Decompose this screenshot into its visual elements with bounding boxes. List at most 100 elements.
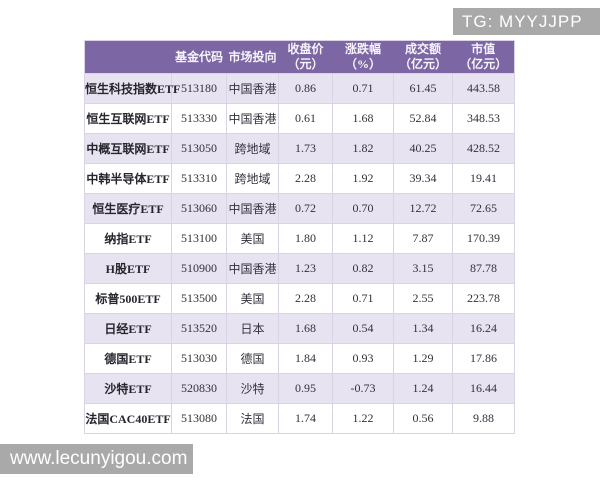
cell-close_price: 1.23 bbox=[278, 253, 333, 284]
column-header: 市值 （亿元） bbox=[452, 40, 515, 74]
cell-market: 跨地域 bbox=[226, 133, 279, 164]
cell-close_price: 1.84 bbox=[278, 343, 333, 374]
cell-turnover: 61.45 bbox=[393, 73, 453, 104]
cell-close_price: 1.73 bbox=[278, 133, 333, 164]
tg-watermark-badge: TG: MYYJJPP bbox=[453, 8, 600, 35]
cell-code: 513520 bbox=[171, 313, 227, 344]
table-row: 标普500ETF 513500 美国 2.28 0.71 2.55 223.78 bbox=[84, 283, 515, 314]
cell-market: 跨地域 bbox=[226, 163, 279, 194]
cell-code: 513180 bbox=[171, 73, 227, 104]
cell-market_cap: 170.39 bbox=[452, 223, 515, 254]
cell-turnover: 3.15 bbox=[393, 253, 453, 284]
cell-close_price: 0.86 bbox=[278, 73, 333, 104]
cell-change_pct: 0.71 bbox=[332, 73, 394, 104]
table-row: 德国ETF 513030 德国 1.84 0.93 1.29 17.86 bbox=[84, 343, 515, 374]
cell-close_price: 1.80 bbox=[278, 223, 333, 254]
cell-name: 法国CAC40ETF bbox=[84, 403, 172, 434]
cell-name: 德国ETF bbox=[84, 343, 172, 374]
cell-market: 日本 bbox=[226, 313, 279, 344]
cell-name: 日经ETF bbox=[84, 313, 172, 344]
table-row: 恒生互联网ETF 513330 中国香港 0.61 1.68 52.84 348.53 bbox=[84, 103, 515, 134]
cell-market_cap: 348.53 bbox=[452, 103, 515, 134]
cell-close_price: 1.68 bbox=[278, 313, 333, 344]
cell-turnover: 7.87 bbox=[393, 223, 453, 254]
table-row: 恒生科技指数ETF 513180 中国香港 0.86 0.71 61.45 443.58 bbox=[84, 73, 515, 104]
cell-name: 沙特ETF bbox=[84, 373, 172, 404]
cell-market: 中国香港 bbox=[226, 193, 279, 224]
cell-market_cap: 443.58 bbox=[452, 73, 515, 104]
header-row: 基金代码 市场投向 收盘价 （元） 涨跌幅 （%） 成交额 （亿元） 市值 （亿元） bbox=[84, 40, 515, 74]
table-row: H股ETF 510900 中国香港 1.23 0.82 3.15 87.78 bbox=[84, 253, 515, 284]
cell-turnover: 40.25 bbox=[393, 133, 453, 164]
table-header: 基金代码 市场投向 收盘价 （元） 涨跌幅 （%） 成交额 （亿元） 市值 （亿元） bbox=[84, 40, 515, 74]
cell-close_price: 2.28 bbox=[278, 283, 333, 314]
cell-market_cap: 16.44 bbox=[452, 373, 515, 404]
cell-code: 520830 bbox=[171, 373, 227, 404]
site-watermark: www.lecunyigou.com bbox=[0, 444, 193, 474]
cell-code: 513330 bbox=[171, 103, 227, 134]
table-row: 法国CAC40ETF 513080 法国 1.74 1.22 0.56 9.88 bbox=[84, 403, 515, 434]
cell-change_pct: 1.92 bbox=[332, 163, 394, 194]
cell-name: H股ETF bbox=[84, 253, 172, 284]
cell-name: 中概互联网ETF bbox=[84, 133, 172, 164]
cell-market: 法国 bbox=[226, 403, 279, 434]
cell-close_price: 0.72 bbox=[278, 193, 333, 224]
cell-market_cap: 428.52 bbox=[452, 133, 515, 164]
cell-code: 513060 bbox=[171, 193, 227, 224]
cell-turnover: 39.34 bbox=[393, 163, 453, 194]
cell-name: 恒生医疗ETF bbox=[84, 193, 172, 224]
cell-change_pct: 0.71 bbox=[332, 283, 394, 314]
cell-market: 德国 bbox=[226, 343, 279, 374]
cell-change_pct: 1.22 bbox=[332, 403, 394, 434]
column-header: 收盘价 （元） bbox=[278, 40, 333, 74]
cell-name: 恒生互联网ETF bbox=[84, 103, 172, 134]
column-header: 基金代码 bbox=[171, 40, 227, 74]
cell-change_pct: 1.12 bbox=[332, 223, 394, 254]
cell-market_cap: 16.24 bbox=[452, 313, 515, 344]
cell-change_pct: 1.82 bbox=[332, 133, 394, 164]
etf-table-container: 基金代码 市场投向 收盘价 （元） 涨跌幅 （%） 成交额 （亿元） 市值 （亿元） 恒生科技指数… bbox=[84, 40, 515, 434]
cell-change_pct: 0.93 bbox=[332, 343, 394, 374]
table-row: 中概互联网ETF 513050 跨地域 1.73 1.82 40.25 428.52 bbox=[84, 133, 515, 164]
cell-name: 中韩半导体ETF bbox=[84, 163, 172, 194]
column-header: 市场投向 bbox=[226, 40, 279, 74]
cell-close_price: 0.61 bbox=[278, 103, 333, 134]
cell-name: 标普500ETF bbox=[84, 283, 172, 314]
cell-close_price: 2.28 bbox=[278, 163, 333, 194]
cell-market: 美国 bbox=[226, 283, 279, 314]
cell-market: 中国香港 bbox=[226, 103, 279, 134]
table-row: 恒生医疗ETF 513060 中国香港 0.72 0.70 12.72 72.65 bbox=[84, 193, 515, 224]
table-body: 恒生科技指数ETF 513180 中国香港 0.86 0.71 61.45 443.58 恒生… bbox=[84, 73, 515, 434]
cell-code: 513100 bbox=[171, 223, 227, 254]
column-header bbox=[84, 40, 172, 74]
cell-code: 510900 bbox=[171, 253, 227, 284]
cell-close_price: 1.74 bbox=[278, 403, 333, 434]
cell-code: 513030 bbox=[171, 343, 227, 374]
cell-turnover: 0.56 bbox=[393, 403, 453, 434]
cell-market_cap: 223.78 bbox=[452, 283, 515, 314]
cell-change_pct: 0.70 bbox=[332, 193, 394, 224]
cell-code: 513500 bbox=[171, 283, 227, 314]
cell-change_pct: 1.68 bbox=[332, 103, 394, 134]
cell-code: 513310 bbox=[171, 163, 227, 194]
table-row: 纳指ETF 513100 美国 1.80 1.12 7.87 170.39 bbox=[84, 223, 515, 254]
cell-market: 中国香港 bbox=[226, 73, 279, 104]
cell-close_price: 0.95 bbox=[278, 373, 333, 404]
table-row: 中韩半导体ETF 513310 跨地域 2.28 1.92 39.34 19.41 bbox=[84, 163, 515, 194]
cell-name: 恒生科技指数ETF bbox=[84, 73, 180, 104]
column-header: 涨跌幅 （%） bbox=[332, 40, 394, 74]
cell-market_cap: 17.86 bbox=[452, 343, 515, 374]
cell-market_cap: 9.88 bbox=[452, 403, 515, 434]
column-header: 成交额 （亿元） bbox=[393, 40, 453, 74]
cell-market: 美国 bbox=[226, 223, 279, 254]
cell-turnover: 1.34 bbox=[393, 313, 453, 344]
cell-market_cap: 19.41 bbox=[452, 163, 515, 194]
cell-market_cap: 87.78 bbox=[452, 253, 515, 284]
table-row: 沙特ETF 520830 沙特 0.95 -0.73 1.24 16.44 bbox=[84, 373, 515, 404]
cell-market: 沙特 bbox=[226, 373, 279, 404]
table-row: 日经ETF 513520 日本 1.68 0.54 1.34 16.24 bbox=[84, 313, 515, 344]
cell-change_pct: -0.73 bbox=[332, 373, 394, 404]
cell-change_pct: 0.54 bbox=[332, 313, 394, 344]
cell-change_pct: 0.82 bbox=[332, 253, 394, 284]
